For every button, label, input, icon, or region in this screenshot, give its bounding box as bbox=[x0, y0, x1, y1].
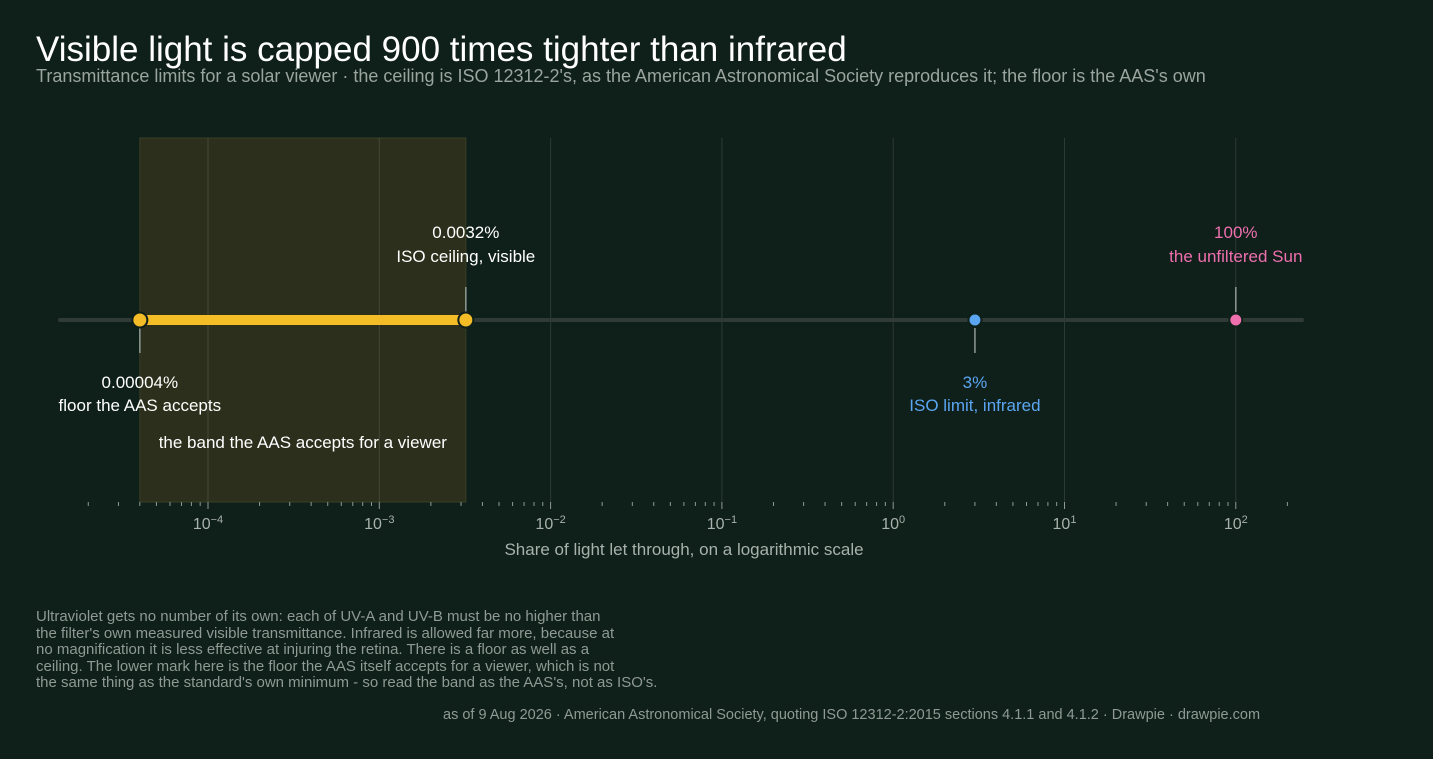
x-tick-label: 100 bbox=[881, 514, 905, 533]
footnote-line: ceiling. The lower mark here is the floo… bbox=[36, 657, 615, 675]
x-tick-label: 10−3 bbox=[364, 514, 394, 533]
footnote: Ultraviolet gets no number of its own: e… bbox=[36, 608, 736, 692]
data-point bbox=[967, 312, 983, 328]
data-point bbox=[457, 311, 475, 329]
x-axis-label: Share of light let through, on a logarit… bbox=[504, 540, 863, 559]
chart-subtitle: Transmittance limits for a solar viewer … bbox=[36, 66, 1206, 86]
x-tick-label: 10−4 bbox=[193, 514, 223, 533]
data-point bbox=[131, 311, 149, 329]
x-tick-label: 10−2 bbox=[535, 514, 565, 533]
point-value-label: 0.00004% bbox=[102, 373, 179, 392]
chart-title: Visible light is capped 900 times tighte… bbox=[36, 30, 847, 69]
data-point bbox=[1228, 312, 1244, 328]
transmittance-chart: the band the AAS accepts for a viewer 10… bbox=[58, 137, 1304, 559]
source-line: as of 9 Aug 2026 · American Astronomical… bbox=[443, 707, 1261, 723]
footnote-line: the filter's own measured visible transm… bbox=[36, 624, 615, 642]
point-label: the unfiltered Sun bbox=[1169, 247, 1302, 266]
point-value-label: 3% bbox=[963, 373, 988, 392]
footnote-line: Ultraviolet gets no number of its own: e… bbox=[36, 608, 601, 625]
point-label: ISO ceiling, visible bbox=[396, 247, 535, 266]
point-label: floor the AAS accepts bbox=[59, 396, 222, 415]
point-value-label: 100% bbox=[1214, 223, 1257, 242]
band-label: the band the AAS accepts for a viewer bbox=[159, 433, 448, 452]
x-tick-label: 10−1 bbox=[707, 514, 737, 533]
x-tick-label: 101 bbox=[1053, 514, 1077, 533]
footnote-line: no magnification it is less effective at… bbox=[36, 641, 590, 658]
footnote-line: the same thing as the standard's own min… bbox=[36, 674, 658, 691]
point-label: ISO limit, infrared bbox=[909, 396, 1040, 415]
point-value-label: 0.0032% bbox=[432, 223, 499, 242]
x-tick-label: 102 bbox=[1224, 514, 1248, 533]
